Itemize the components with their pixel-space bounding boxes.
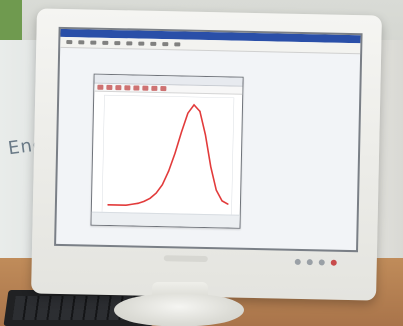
line-chart [101,94,235,219]
menu-item[interactable] [78,40,85,45]
data-point [227,203,229,206]
monitor-screen [54,26,363,253]
data-point [137,202,139,205]
menu-item[interactable] [126,41,133,46]
toolbar-button[interactable] [142,85,149,91]
menu-item[interactable] [138,41,145,46]
menu-item[interactable] [150,41,157,46]
toolbar-button[interactable] [124,85,131,91]
power-button[interactable] [330,259,337,266]
menu-item[interactable] [174,42,181,47]
plot-window-statusbar [91,211,240,228]
monitor-logo [163,255,208,263]
monitor [31,8,382,301]
monitor-button[interactable] [306,259,313,266]
plot-window-toolbar [94,83,243,95]
toolbar-button[interactable] [160,86,167,92]
monitor-button[interactable] [318,259,325,266]
toolbar-button[interactable] [151,85,158,91]
menu-item[interactable] [114,41,121,46]
plot-window [90,73,244,229]
menu-item[interactable] [102,40,109,45]
monitor-stand-base [114,294,244,326]
menu-item[interactable] [66,40,73,45]
plot-area [101,94,235,219]
data-point [199,110,201,113]
data-point [167,170,170,173]
toolbar-button[interactable] [115,85,122,91]
monitor-button[interactable] [294,258,301,265]
menu-item[interactable] [90,40,97,45]
toolbar-button[interactable] [106,84,113,91]
toolbar-button[interactable] [133,85,140,91]
green-sticker [0,0,22,48]
toolbar-button[interactable] [97,84,104,90]
plot-frame [101,94,235,219]
data-point [107,203,109,206]
menu-item[interactable] [162,42,169,47]
monitor-buttons [294,258,351,266]
